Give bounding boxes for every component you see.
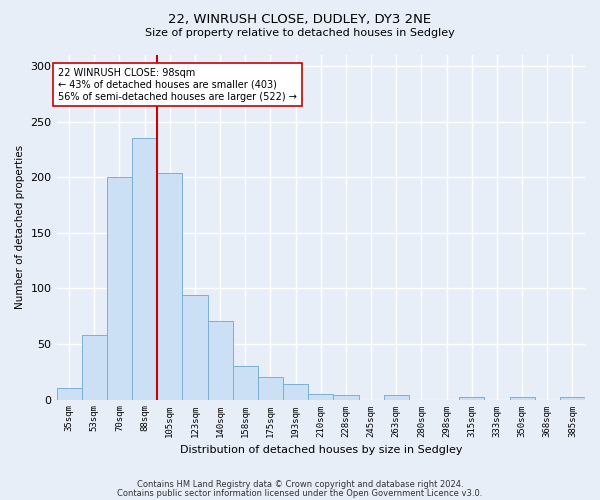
Bar <box>132 138 157 400</box>
Bar <box>509 398 535 400</box>
Bar <box>383 395 409 400</box>
Text: 22 WINRUSH CLOSE: 98sqm
← 43% of detached houses are smaller (403)
56% of semi-d: 22 WINRUSH CLOSE: 98sqm ← 43% of detache… <box>58 68 296 102</box>
X-axis label: Distribution of detached houses by size in Sedgley: Distribution of detached houses by size … <box>179 445 462 455</box>
Bar <box>334 395 359 400</box>
Bar <box>308 394 334 400</box>
Bar <box>208 320 233 400</box>
Y-axis label: Number of detached properties: Number of detached properties <box>15 145 25 310</box>
Text: Contains HM Land Registry data © Crown copyright and database right 2024.: Contains HM Land Registry data © Crown c… <box>137 480 463 489</box>
Bar <box>82 335 107 400</box>
Bar <box>560 398 585 400</box>
Bar <box>182 295 208 400</box>
Bar <box>56 388 82 400</box>
Bar <box>258 378 283 400</box>
Text: 22, WINRUSH CLOSE, DUDLEY, DY3 2NE: 22, WINRUSH CLOSE, DUDLEY, DY3 2NE <box>169 12 431 26</box>
Bar <box>459 398 484 400</box>
Bar <box>157 173 182 400</box>
Bar <box>283 384 308 400</box>
Bar <box>107 178 132 400</box>
Text: Size of property relative to detached houses in Sedgley: Size of property relative to detached ho… <box>145 28 455 38</box>
Text: Contains public sector information licensed under the Open Government Licence v3: Contains public sector information licen… <box>118 488 482 498</box>
Bar <box>233 366 258 400</box>
